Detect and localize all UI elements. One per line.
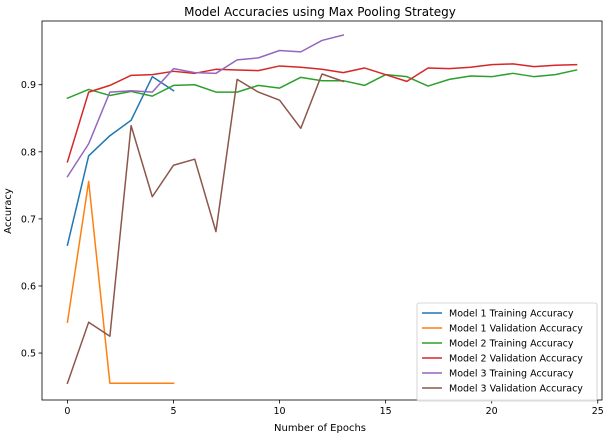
legend-label-6: Model 3 Validation Accuracy [449,384,583,395]
x-axis-label: Number of Epochs [274,423,366,434]
chart-title: Model Accuracies using Max Pooling Strat… [184,5,456,19]
series-line-6 [66,73,345,385]
y-tick-label: 0.9 [21,80,36,91]
legend: Model 1 Training Accuracy Model 1 Validat… [416,302,598,402]
legend-label-1: Model 1 Training Accuracy [449,309,574,320]
legend-label-4: Model 2 Validation Accuracy [449,354,583,365]
y-tick-label: 0.8 [21,147,36,158]
x-tick-label: 0 [64,406,70,417]
y-tick-label: 0.5 [21,349,36,360]
series-line-5 [66,34,345,178]
series-line-1 [66,75,175,246]
legend-label-5: Model 3 Training Accuracy [449,369,574,380]
x-tick-label: 20 [486,406,498,417]
series-line-2 [66,180,175,384]
plot-layer [66,34,578,385]
axes-layer: 0 5 10 15 20 25 0.5 0.6 0.7 0.8 0.9 [21,20,604,417]
series-line-4 [66,63,578,163]
legend-label-2: Model 1 Validation Accuracy [449,324,583,335]
y-tick-label: 0.6 [21,281,36,292]
x-tick-label: 10 [274,406,286,417]
x-tick-label: 15 [380,406,392,417]
x-tick-label: 5 [170,406,176,417]
series-line-3 [66,69,578,100]
y-axis-label: Accuracy [3,188,14,234]
x-tick-label: 25 [592,406,604,417]
axes-frame [41,20,603,401]
legend-label-3: Model 2 Training Accuracy [449,339,574,350]
legend-box [416,302,598,402]
y-tick-label: 0.7 [21,214,36,225]
